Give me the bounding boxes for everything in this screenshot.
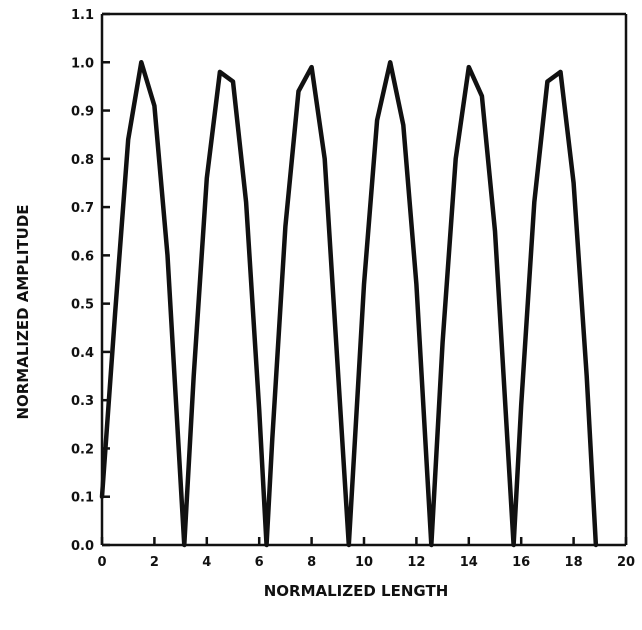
plot-frame xyxy=(100,12,628,547)
x-axis-label: NORMALIZED LENGTH xyxy=(264,582,449,600)
x-tick-label: 20 xyxy=(617,555,635,570)
x-tick-label: 12 xyxy=(407,555,425,570)
x-tick-label: 14 xyxy=(460,555,478,570)
x-tick-label: 10 xyxy=(355,555,373,570)
y-axis: 0.0 0.1 0.2 0.3 0.4 0.5 0.6 0.7 0.8 0.9 1.0 1.1 xyxy=(71,8,110,554)
y-tick-label: 0.0 xyxy=(71,539,94,554)
y-tick-label: 0.7 xyxy=(71,201,94,216)
x-tick-label: 4 xyxy=(202,555,211,570)
y-tick-label: 0.4 xyxy=(71,346,94,361)
x-tick-label: 18 xyxy=(565,555,583,570)
y-tick-label: 0.6 xyxy=(71,249,94,264)
y-tick-label: 1.0 xyxy=(71,56,94,71)
y-tick-label: 0.8 xyxy=(71,153,94,168)
series-line xyxy=(99,60,599,548)
x-tick-label: 0 xyxy=(97,555,106,570)
y-tick-label: 0.2 xyxy=(71,442,94,457)
y-tick-label: 0.5 xyxy=(71,298,94,313)
x-tick-label: 6 xyxy=(255,555,264,570)
y-tick-label: 1.1 xyxy=(71,8,94,23)
y-tick-label: 0.1 xyxy=(71,491,94,506)
y-tick-label: 0.3 xyxy=(71,394,94,409)
x-tick-label: 8 xyxy=(307,555,316,570)
x-axis: 0 2 4 6 8 10 12 14 16 18 20 xyxy=(97,537,635,570)
series-group xyxy=(99,60,599,548)
y-axis-label: NORMALIZED AMPLITUDE xyxy=(14,204,32,419)
y-tick-label: 0.9 xyxy=(71,105,94,120)
x-tick-label: 2 xyxy=(150,555,159,570)
x-tick-label: 16 xyxy=(512,555,530,570)
